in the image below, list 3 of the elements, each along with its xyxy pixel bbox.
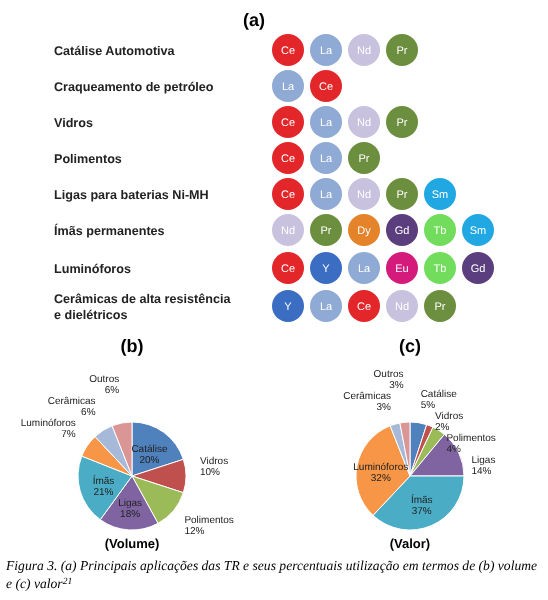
text: (a) [243,10,265,30]
chart-title: (b) [120,336,144,356]
chart-title: (c) [399,336,421,356]
